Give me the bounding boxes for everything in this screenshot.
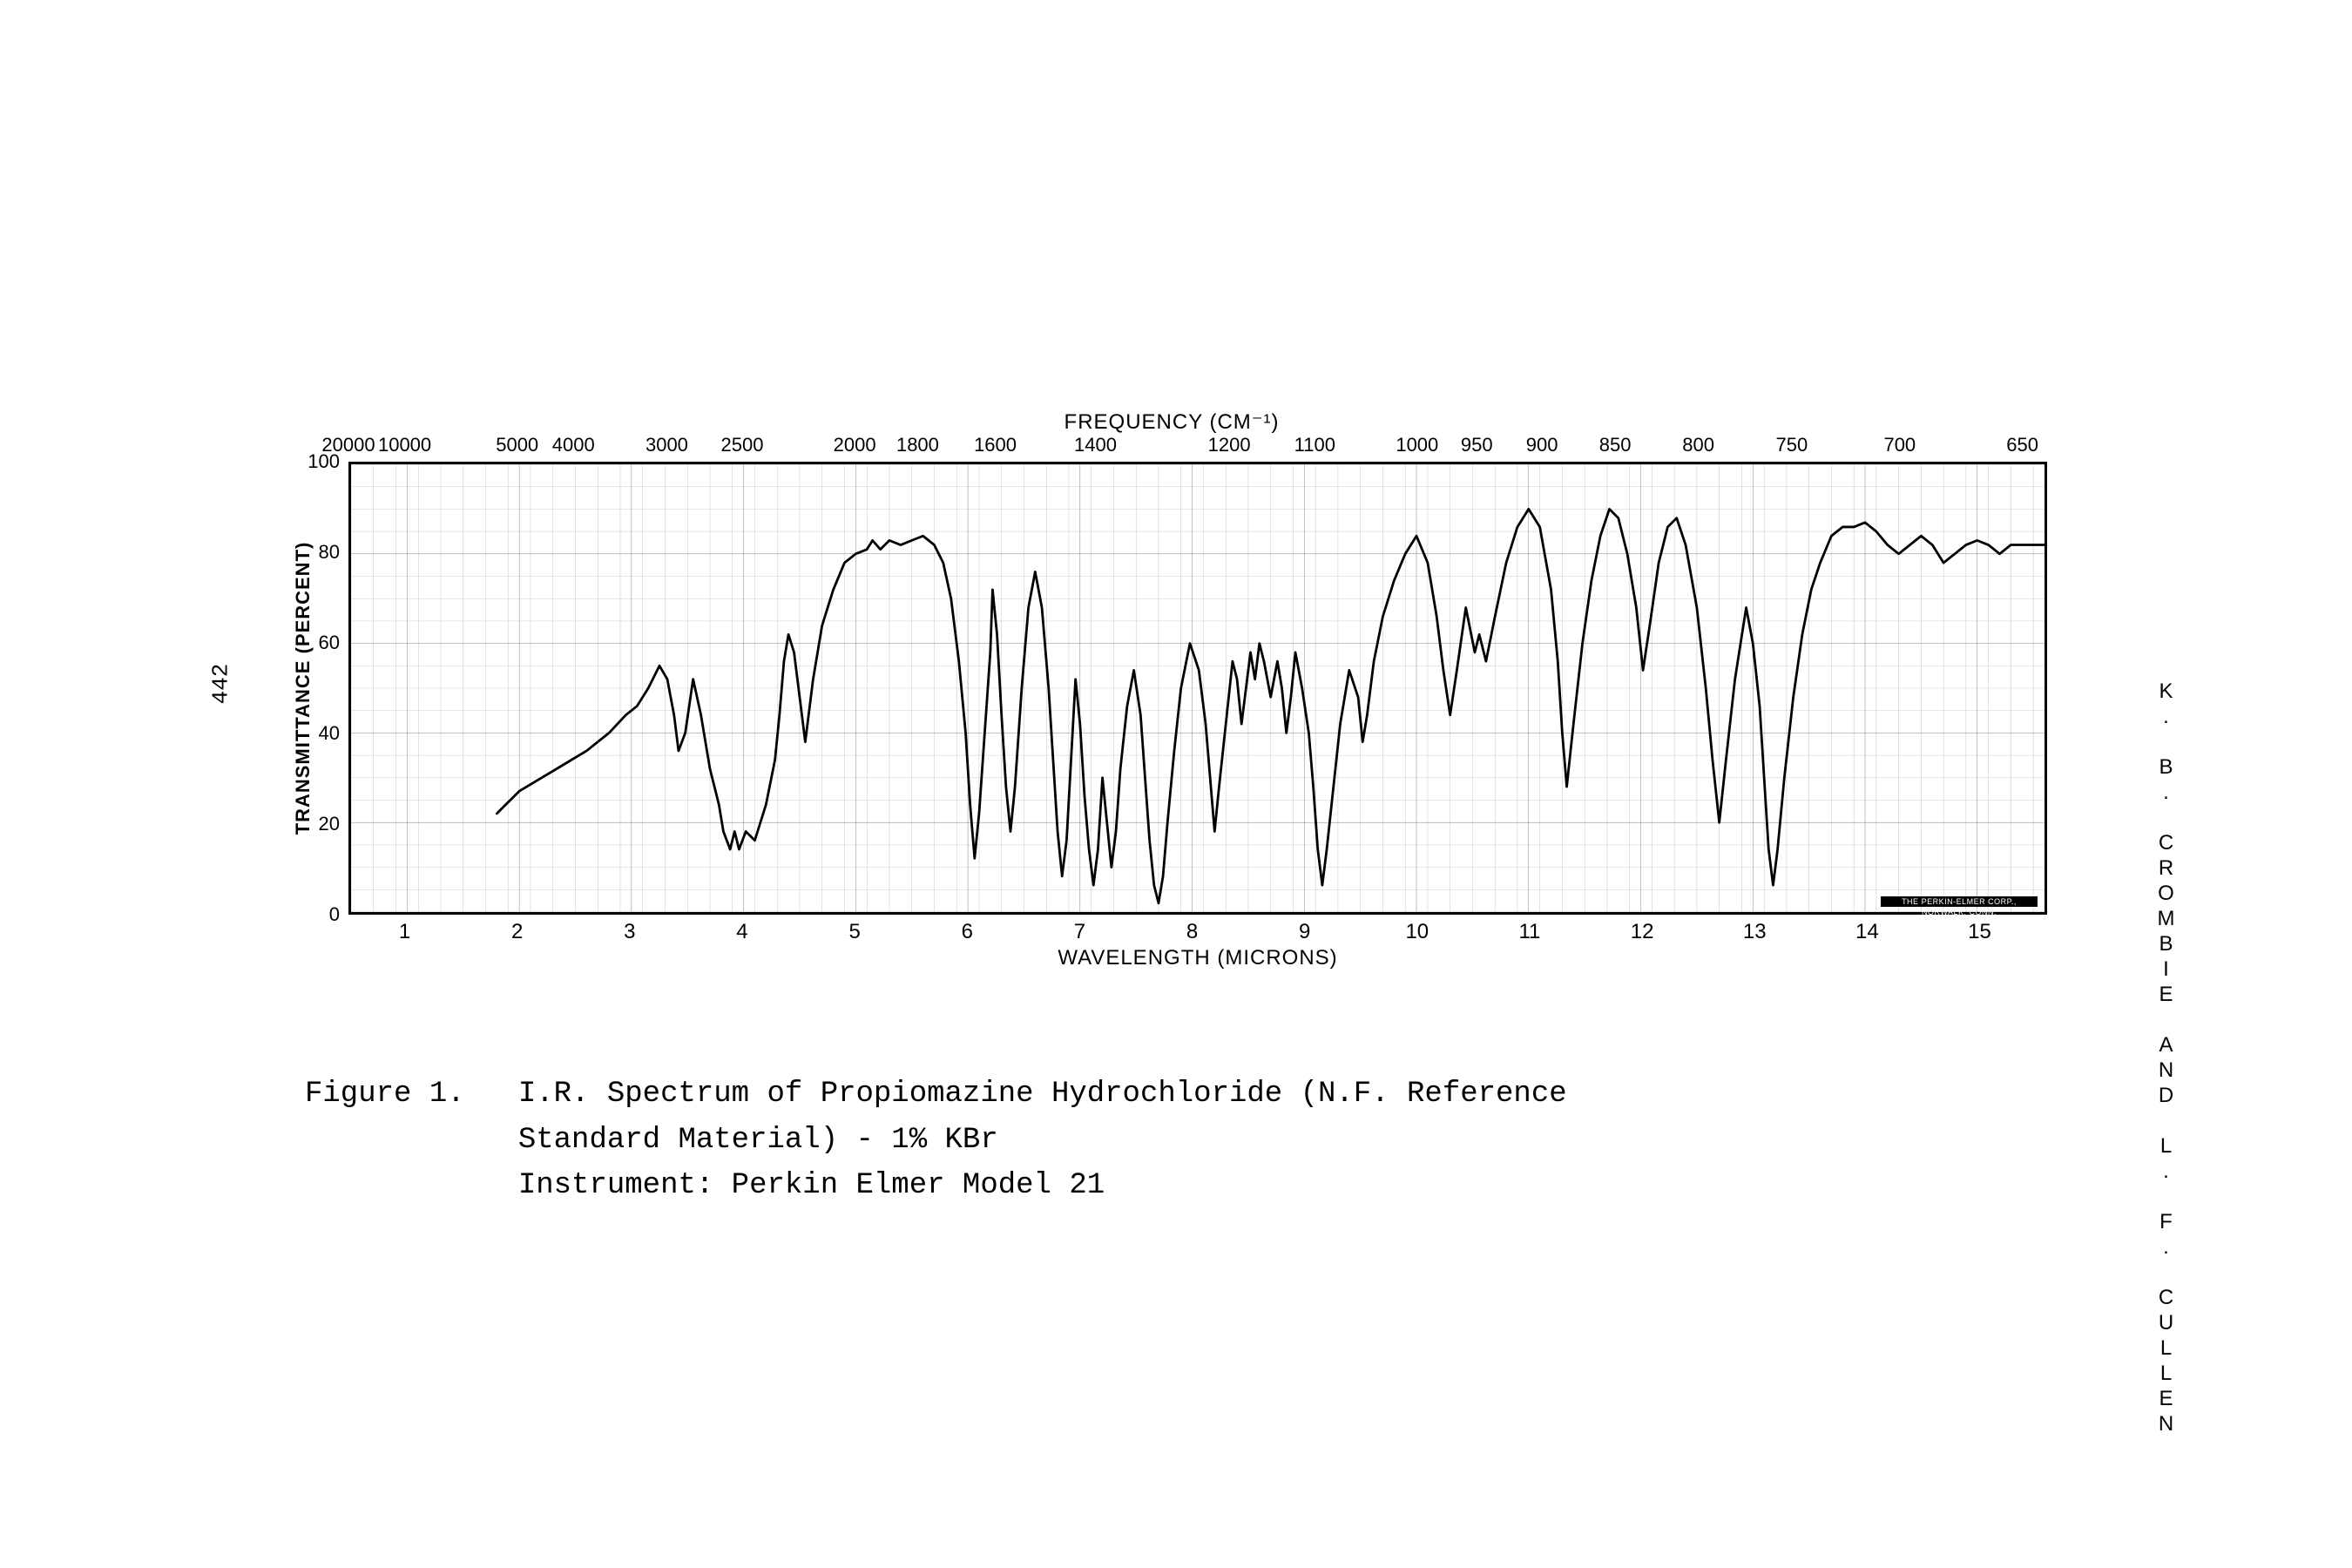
top-tick-label: 2000 <box>834 434 876 456</box>
y-axis-title: TRANSMITTANCE (PERCENT) <box>292 542 314 835</box>
x-tick-label: 9 <box>1299 920 1310 944</box>
authors-side-text: K. B. CROMBIE AND L. F. CULLEN <box>2153 679 2178 1437</box>
top-tick-label: 850 <box>1599 434 1632 456</box>
x-tick-label: 1 <box>399 920 410 944</box>
top-tick-label: 1000 <box>1396 434 1438 456</box>
y-tick-label: 0 <box>329 903 340 926</box>
top-tick-label: 10000 <box>378 434 431 456</box>
x-tick-label: 14 <box>1855 920 1879 944</box>
x-tick-label: 7 <box>1074 920 1085 944</box>
y-tick-label: 40 <box>319 722 340 745</box>
top-axis-ticks: 2000010000500040003000250020001800160014… <box>296 434 2047 456</box>
top-tick-label: 1200 <box>1208 434 1251 456</box>
ir-spectrum-chart: FREQUENCY (CM⁻¹) 2000 0 10000 5000 4000 3000 2… <box>296 409 2047 967</box>
x-tick-label: 4 <box>736 920 747 944</box>
top-tick-label: 950 <box>1461 434 1493 456</box>
instrument-credit-text: THE PERKIN-ELMER CORP., NORWALK, CONN. <box>1881 896 2038 907</box>
top-tick-label: 1100 <box>1294 434 1335 456</box>
x-tick-label: 8 <box>1186 920 1198 944</box>
top-axis-title: FREQUENCY (CM⁻¹) <box>296 409 2047 435</box>
y-tick-label: 100 <box>308 450 340 473</box>
y-tick-label: 80 <box>319 541 340 564</box>
top-tick-label: 2500 <box>721 434 764 456</box>
x-tick-label: 2 <box>511 920 523 944</box>
x-tick-label: 15 <box>1968 920 1991 944</box>
x-tick-label: 5 <box>848 920 860 944</box>
x-tick-label: 3 <box>624 920 635 944</box>
page-number: 442 <box>207 664 233 705</box>
top-tick-label: 700 <box>1883 434 1916 456</box>
top-tick-label: 650 <box>2006 434 2038 456</box>
x-tick-label: 10 <box>1405 920 1429 944</box>
top-tick-label: 900 <box>1526 434 1558 456</box>
top-tick-label: 800 <box>1682 434 1714 456</box>
x-tick-label: 11 <box>1518 920 1540 944</box>
top-tick-label: 4000 <box>552 434 595 456</box>
top-tick-label: 750 <box>1775 434 1808 456</box>
x-tick-label: 6 <box>962 920 973 944</box>
top-tick-label: 1600 <box>974 434 1017 456</box>
top-tick-label: 5000 <box>496 434 538 456</box>
x-axis-title: WAVELENGTH (MICRONS) <box>348 946 2047 970</box>
top-tick-label: 1400 <box>1074 434 1117 456</box>
top-tick-label: 3000 <box>645 434 688 456</box>
y-tick-label: 20 <box>319 813 340 835</box>
top-tick-label: 1800 <box>896 434 939 456</box>
x-tick-label: 12 <box>1631 920 1654 944</box>
y-tick-label: 60 <box>319 632 340 654</box>
instrument-credit-bar: THE PERKIN-ELMER CORP., NORWALK, CONN. <box>1881 896 2038 907</box>
x-tick-label: 13 <box>1743 920 1767 944</box>
plot-area: THE PERKIN-ELMER CORP., NORWALK, CONN. <box>348 462 2047 915</box>
figure-caption: Figure 1. I.R. Spectrum of Propiomazine … <box>305 1071 1960 1209</box>
